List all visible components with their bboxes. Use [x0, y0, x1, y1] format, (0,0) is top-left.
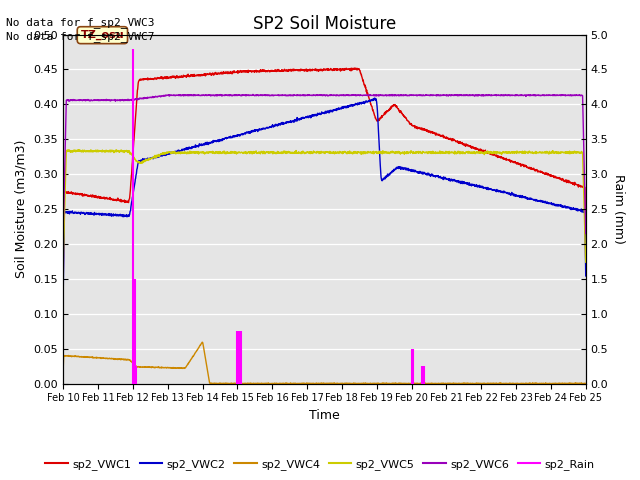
Y-axis label: Raim (mm): Raim (mm): [612, 174, 625, 244]
Y-axis label: Soil Moisture (m3/m3): Soil Moisture (m3/m3): [15, 140, 28, 278]
Text: No data for f_sp2_VWC3: No data for f_sp2_VWC3: [6, 17, 155, 28]
Title: SP2 Soil Moisture: SP2 Soil Moisture: [253, 15, 396, 33]
Text: No data for f_sp2_VWC7: No data for f_sp2_VWC7: [6, 31, 155, 42]
Legend: sp2_VWC1, sp2_VWC2, sp2_VWC4, sp2_VWC5, sp2_VWC6, sp2_Rain: sp2_VWC1, sp2_VWC2, sp2_VWC4, sp2_VWC5, …: [41, 455, 599, 474]
Text: TZ_osu: TZ_osu: [81, 30, 124, 40]
X-axis label: Time: Time: [309, 409, 340, 422]
